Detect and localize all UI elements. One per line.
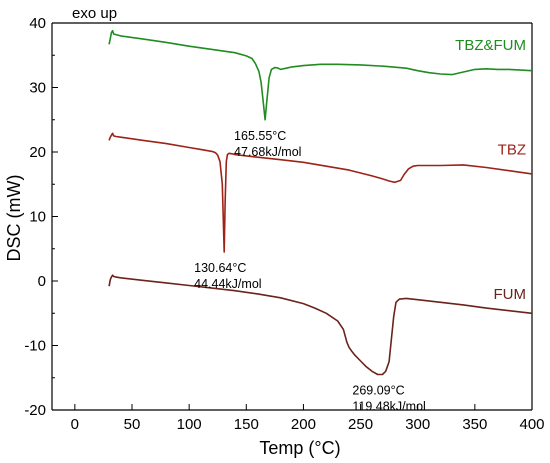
plot-area [51, 22, 533, 411]
series-line-fum [108, 274, 533, 376]
y-axis-ticks: -20 -10 0 10 20 30 40 [24, 15, 58, 419]
peak-enthalpy-label: 119.48kJ/mol [352, 400, 425, 414]
y-axis-title: DSC (mW) [4, 175, 24, 262]
exo-up-note: exo up [72, 5, 117, 22]
y-tick-label: 20 [29, 144, 46, 161]
series-labels: TBZ&FUM TBZ FUM [455, 37, 526, 303]
x-tick-label: 250 [348, 416, 373, 433]
x-tick-label: 150 [234, 416, 259, 433]
x-tick-label: 400 [519, 416, 544, 433]
series-label: TBZ [498, 141, 526, 158]
peak-enthalpy-label: 44.44kJ/mol [194, 277, 261, 291]
y-tick-label: 30 [29, 80, 46, 97]
x-axis-ticks: 0 50 100 150 200 250 300 350 400 [71, 404, 545, 433]
x-tick-label: 200 [291, 416, 316, 433]
series-label: TBZ&FUM [455, 37, 526, 54]
peak-temperature-label: 130.64°C [194, 261, 246, 275]
y-tick-label: 40 [29, 15, 46, 32]
x-tick-label: 0 [71, 416, 79, 433]
x-axis-title: Temp (°C) [259, 438, 340, 458]
series-line-tbz-fum [108, 29, 533, 121]
peak-temperature-label: 269.09°C [352, 384, 404, 398]
series-line-tbz [108, 132, 533, 253]
series-layer [108, 29, 533, 376]
y-tick-label: 10 [29, 209, 46, 226]
peak-temperature-label: 165.55°C [234, 129, 286, 143]
peak-annotations: 165.55°C 47.68kJ/mol 130.64°C 44.44kJ/mol 26… [194, 129, 426, 414]
y-tick-label: 0 [38, 273, 46, 290]
y-tick-label: -10 [24, 338, 46, 355]
x-tick-label: 100 [177, 416, 202, 433]
x-tick-label: 50 [124, 416, 141, 433]
x-tick-label: 350 [462, 416, 487, 433]
peak-enthalpy-label: 47.68kJ/mol [234, 145, 301, 159]
x-tick-label: 300 [405, 416, 430, 433]
series-label: FUM [494, 286, 527, 303]
y-tick-label: -20 [24, 402, 46, 419]
